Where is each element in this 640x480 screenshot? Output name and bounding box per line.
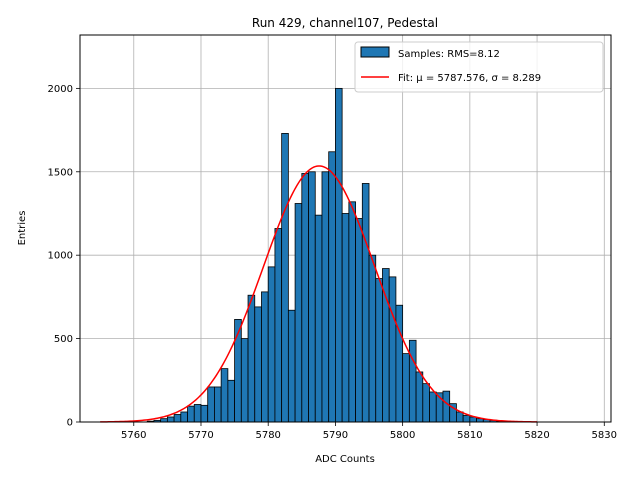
histogram-bar [308,171,316,423]
histogram-bar [361,183,370,423]
x-axis-label: ADC Counts [315,454,375,465]
histogram-bar [314,214,323,423]
x-tick-label: 5810 [457,430,482,441]
histogram-bar [402,353,410,423]
x-tick-label: 5800 [390,430,415,441]
histogram-bar [442,390,451,423]
histogram-bar [254,306,262,423]
histogram-bar [166,416,175,423]
histogram-bar [408,339,417,423]
histogram-bar [294,203,303,423]
x-tick-label: 5780 [255,430,280,441]
histogram-bar [193,404,202,423]
y-tick-label: 500 [54,334,73,345]
legend-swatch-samples [360,46,390,58]
legend-label-fit: Fit: μ = 5787.576, σ = 8.289 [398,73,541,84]
histogram-bar [214,386,222,423]
x-tick-label: 5790 [323,430,348,441]
x-tick-label: 5830 [592,430,617,441]
y-axis-label: Entries [17,211,28,246]
legend: Samples: RMS=8.12 Fit: μ = 5787.576, σ =… [354,41,604,93]
histogram-bar [456,411,464,423]
histogram-bar [287,309,296,423]
histogram-bar [341,213,350,423]
histogram-bar [160,418,168,423]
histogram-bar [247,294,256,423]
y-axis: 0 500 1000 1500 2000 [48,84,80,429]
chart-title: Run 429, channel107, Pedestal [252,16,438,30]
histogram-bar [462,414,471,423]
fit-curve-group [100,165,538,423]
histogram-bar [388,276,397,423]
histogram-bar [227,379,235,423]
fit-curve [100,165,538,423]
x-tick-label: 5820 [524,430,549,441]
x-tick-label: 5760 [121,430,146,441]
y-tick-label: 0 [67,418,73,429]
histogram-bar [429,391,437,423]
x-axis: 5760 5770 5780 5790 5800 5810 5820 5830 [121,422,617,441]
histogram-bar [375,278,383,423]
histogram-bar [267,266,276,423]
histogram-bar [220,368,229,423]
histogram-bar [180,411,188,423]
histogram-bar [173,414,182,423]
histogram-bar [261,291,269,423]
histogram-bar [274,228,283,423]
histogram-bar [281,133,289,423]
x-tick-label: 5770 [188,430,213,441]
histogram-bar [395,304,404,423]
histogram-bar [422,383,430,423]
histogram-bar [328,151,336,423]
histogram-bar [335,87,343,423]
plot-frame [79,34,612,423]
histogram-bars [146,87,511,423]
histogram-bar [355,218,363,423]
histogram-bar [415,371,424,423]
histogram-bar [321,171,330,423]
histogram-bar [368,254,377,423]
histogram-bar [348,201,356,423]
histogram-bar [240,338,249,423]
legend-label-samples: Samples: RMS=8.12 [398,49,500,60]
legend-box [354,41,604,93]
y-tick-label: 1000 [48,251,73,262]
y-tick-label: 1500 [48,167,73,178]
histogram-bar [200,404,209,423]
histogram-bar [301,173,309,423]
y-tick-label: 2000 [48,84,73,95]
histogram-bar [207,386,215,423]
histogram-bar [187,405,195,423]
